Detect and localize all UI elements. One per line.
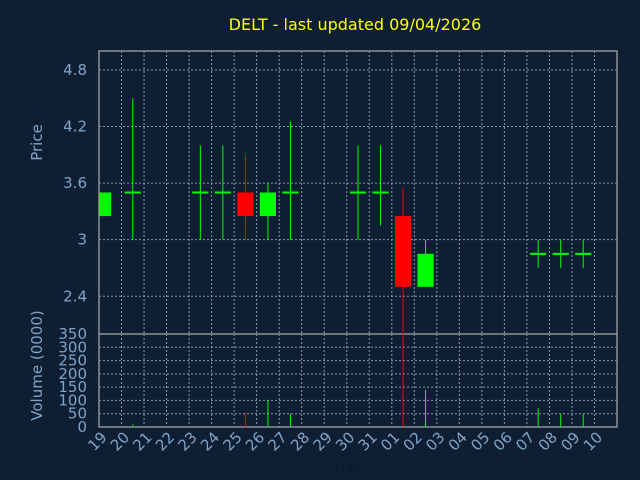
volume-tick-label: 350 [58,325,87,343]
price-tick-label: 4.8 [63,61,87,79]
volume-tick-label: 0 [77,418,87,436]
candle-body [394,216,412,287]
candle-body [237,192,254,217]
volume-tick-label: 50 [68,405,87,423]
volume-axis-label: Volume (0000) [28,310,46,420]
x-tick-label: 10 [580,428,606,454]
price-axis-label: Price [28,124,46,161]
chart-title: DELT - last updated 09/04/2026 [229,15,482,34]
price-tick-label: 3.6 [63,174,87,192]
price-tick-label: 3 [77,231,87,249]
volume-tick-label: 200 [58,365,87,383]
volume-tick-label: 300 [58,338,87,356]
candle-body [259,192,277,217]
volume-panel-frame [98,333,618,428]
x-axis-label: Day [334,459,362,475]
volume-tick-label: 100 [58,391,87,409]
price-tick-label: 4.2 [63,117,87,135]
price-tick-label: 2.4 [63,287,87,305]
volume-tick-label: 150 [58,378,87,396]
candle-body [99,192,112,217]
candle-body [417,253,434,287]
volume-tick-label: 250 [58,352,87,370]
